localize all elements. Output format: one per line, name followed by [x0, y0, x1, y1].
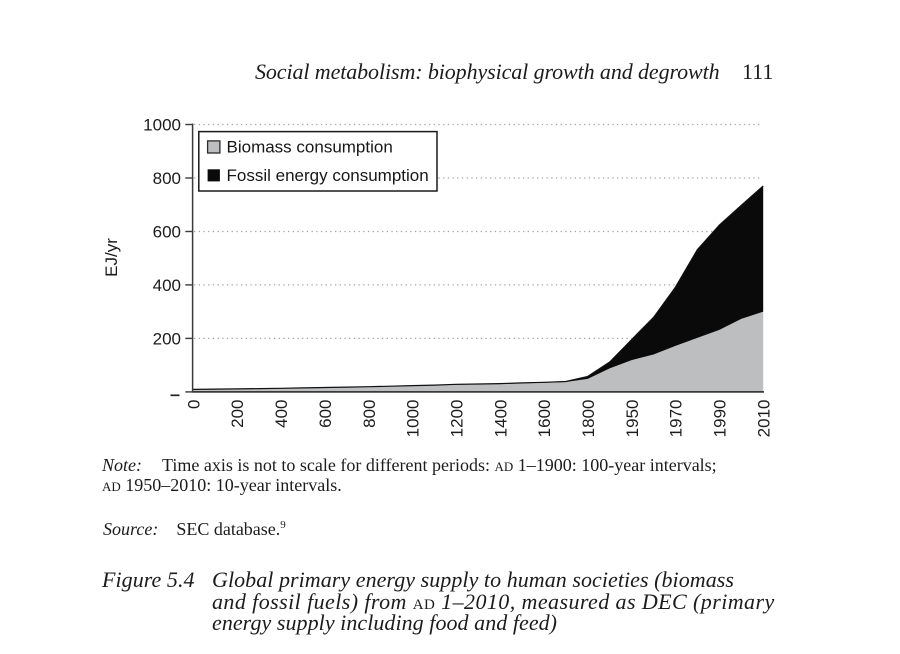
svg-text:600: 600 — [316, 400, 335, 428]
svg-text:1000: 1000 — [404, 400, 423, 438]
svg-text:Biomass consumption: Biomass consumption — [227, 137, 393, 156]
svg-text:400: 400 — [272, 400, 291, 428]
svg-text:800: 800 — [360, 400, 379, 428]
svg-text:2010: 2010 — [754, 400, 773, 438]
svg-text:400: 400 — [153, 276, 181, 295]
svg-text:200: 200 — [153, 329, 181, 348]
svg-text:0: 0 — [184, 400, 203, 409]
svg-text:600: 600 — [153, 223, 181, 242]
svg-text:1600: 1600 — [535, 400, 554, 438]
svg-text:1200: 1200 — [448, 400, 467, 438]
svg-text:1400: 1400 — [491, 400, 510, 438]
svg-text:1970: 1970 — [667, 400, 686, 438]
svg-text:1990: 1990 — [711, 400, 730, 438]
svg-text:800: 800 — [153, 169, 181, 188]
svg-text:EJ/yr: EJ/yr — [102, 238, 121, 277]
svg-text:Fossil energy consumption: Fossil energy consumption — [227, 166, 429, 185]
svg-text:1800: 1800 — [579, 400, 598, 438]
svg-text:200: 200 — [228, 400, 247, 428]
svg-text:1950: 1950 — [623, 400, 642, 438]
svg-text:1000: 1000 — [143, 116, 181, 135]
